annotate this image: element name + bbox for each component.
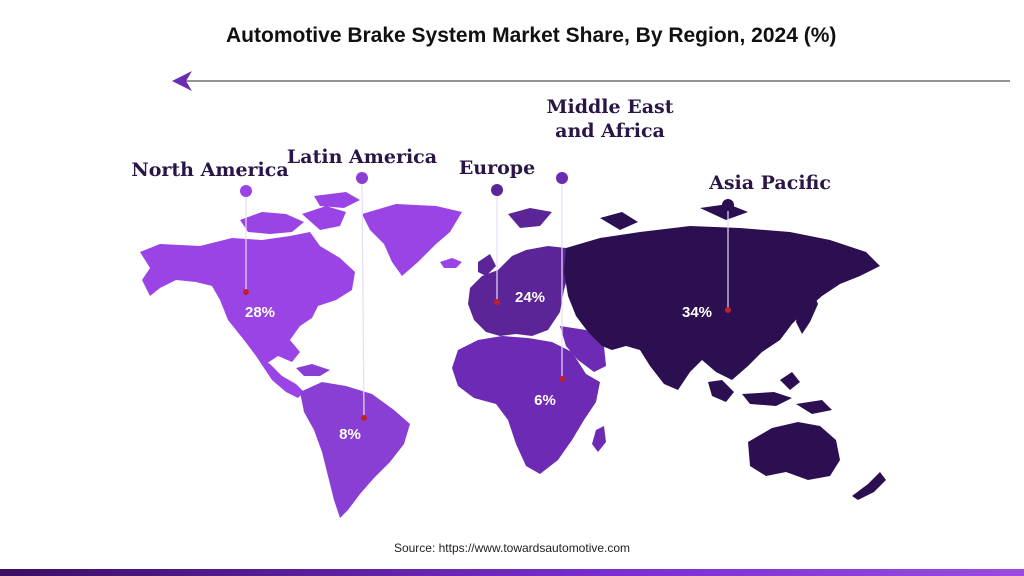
location-marker-europe [494, 299, 500, 305]
region-name-asia-pacific: Asia Pacific [708, 172, 831, 194]
region-shape-asia-pacific [564, 204, 886, 500]
region-shape-iceland [440, 258, 462, 268]
region-shape-greenland [362, 204, 462, 276]
region-shape-latin-america [296, 364, 410, 518]
label-dot-europe [491, 184, 503, 196]
location-marker-north-america [243, 289, 249, 295]
region-name-north-america: North America [131, 159, 288, 181]
page-title: Automotive Brake System Market Share, By… [226, 24, 837, 47]
source-note: Source: https://www.towardsautomotive.co… [393, 541, 631, 555]
region-name-europe: Europe [459, 157, 535, 179]
label-dot-latin-america [356, 172, 368, 184]
region-shape-middle-east-africa [452, 326, 606, 474]
region-shape-europe [468, 208, 570, 336]
region-shape-north-america [140, 192, 360, 398]
location-marker-asia-pacific [725, 307, 731, 313]
label-dot-north-america [240, 185, 252, 197]
region-value-asia-pacific: 34% [682, 304, 712, 321]
label-dot-asia-pacific [722, 199, 734, 211]
region-value-middle-east-africa: 6% [534, 392, 556, 409]
label-dot-middle-east-africa [556, 172, 568, 184]
back-arrow-icon[interactable] [172, 71, 1010, 91]
location-marker-middle-east-africa [559, 376, 565, 382]
region-name-latin-america: Latin America [287, 146, 437, 168]
bottom-accent-bar [0, 569, 1024, 576]
region-value-latin-america: 8% [339, 426, 361, 443]
location-marker-latin-america [361, 415, 367, 421]
leader-line-latin-america [361, 177, 365, 419]
region-value-north-america: 28% [245, 304, 275, 321]
region-name-middle-east-africa: Middle East and Africa [546, 96, 673, 142]
region-value-europe: 24% [515, 289, 545, 306]
